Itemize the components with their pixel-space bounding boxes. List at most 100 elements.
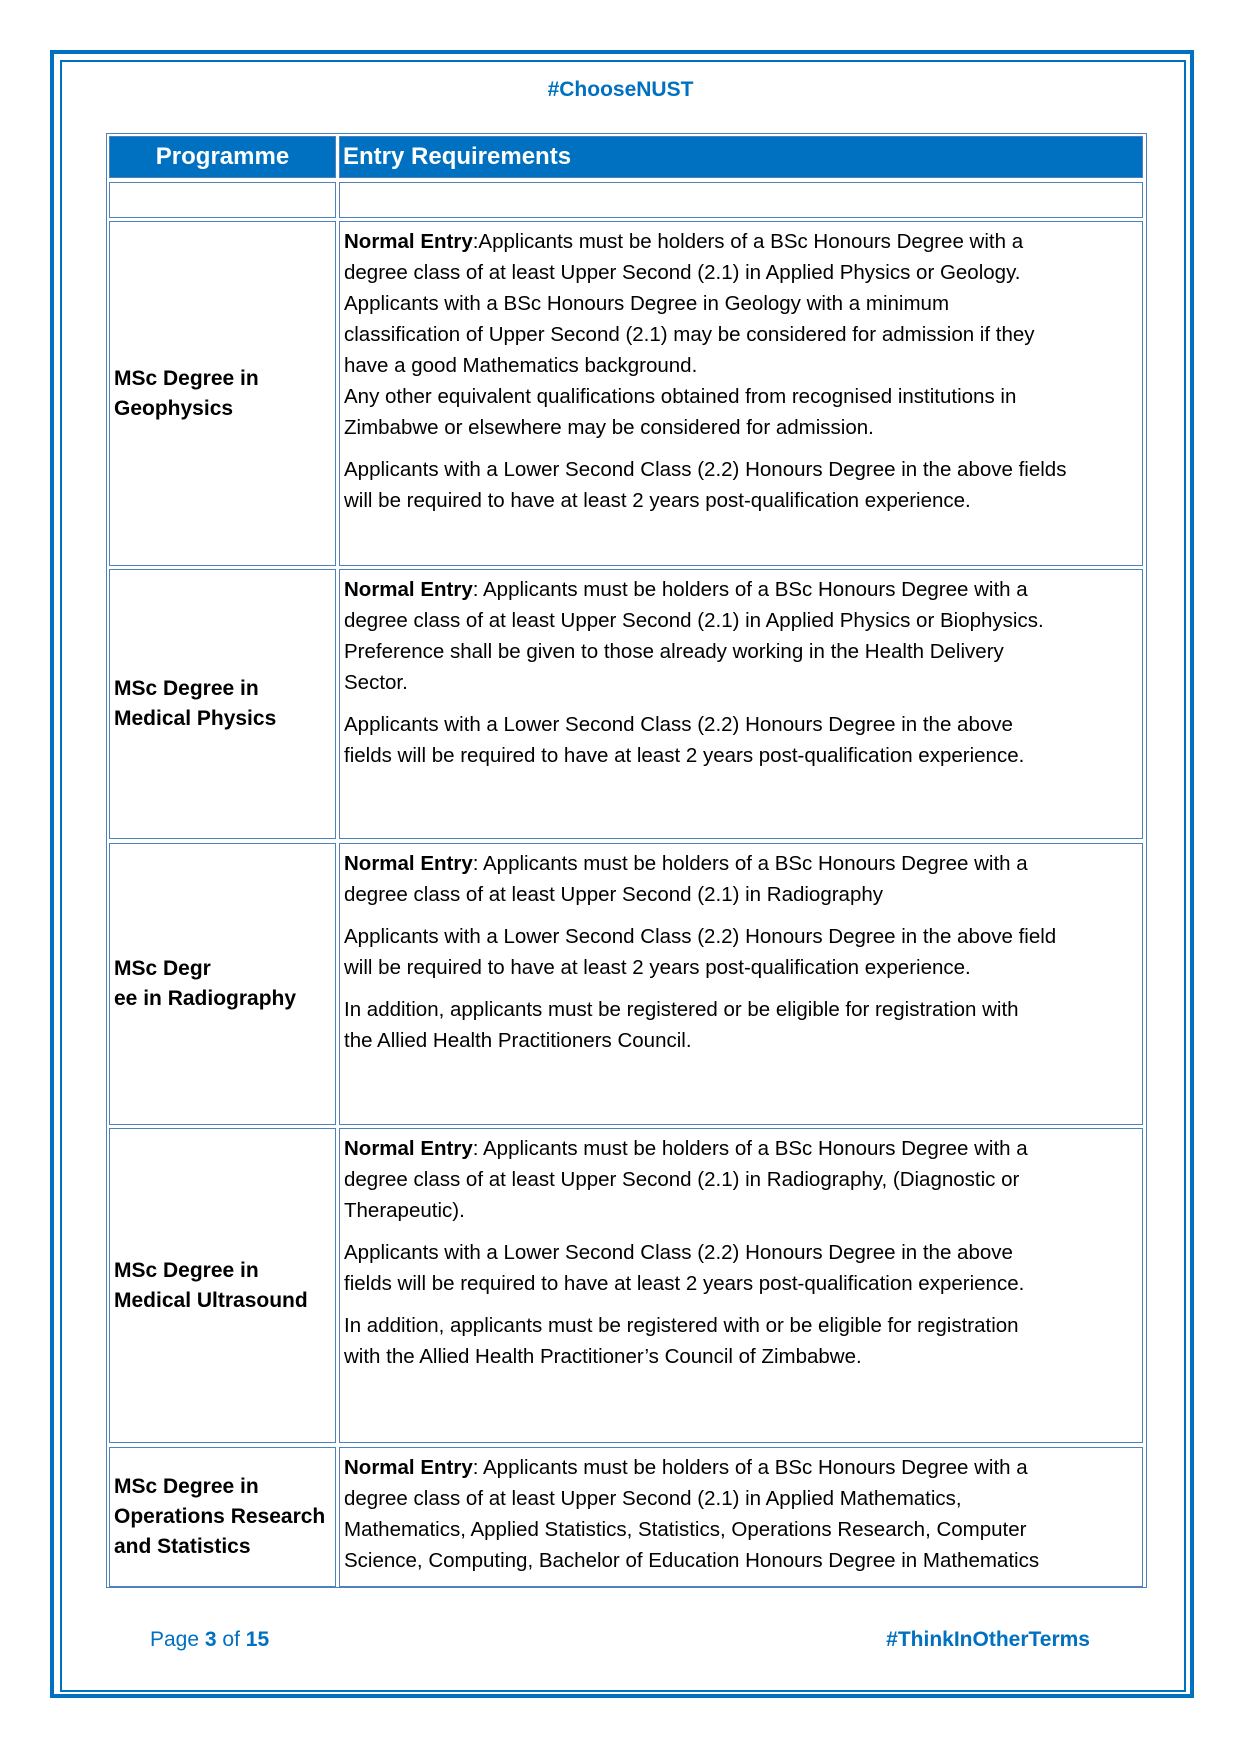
requirement-text: degree class of at least Upper Second (2… xyxy=(344,609,1044,632)
requirement-text: Applicants with a Lower Second Class (2.… xyxy=(344,925,1057,948)
requirement-text: : Applicants must be holders of a BSc Ho… xyxy=(472,578,1028,601)
requirement-paragraph: In addition, applicants must be register… xyxy=(344,1310,1142,1372)
requirement-line: fields will be required to have at least… xyxy=(344,1268,1024,1299)
requirement-text: : Applicants must be holders of a BSc Ho… xyxy=(472,1456,1028,1479)
normal-entry-label: Normal Entry xyxy=(344,578,473,601)
requirement-text: Zimbabwe or elsewhere may be considered … xyxy=(344,416,874,439)
requirement-text: Applicants with a Lower Second Class (2.… xyxy=(344,1241,1013,1264)
page-number: Page 3 of 15 xyxy=(150,1628,269,1652)
requirement-paragraph: Normal Entry:Applicants must be holders … xyxy=(344,226,1142,443)
programme-name-line: and Statistics xyxy=(114,1535,251,1558)
requirement-line: Sector. xyxy=(344,667,408,698)
requirements-table: Programme Entry Requirements MSc Degree … xyxy=(106,133,1147,1588)
requirement-line: Applicants with a Lower Second Class (2.… xyxy=(344,921,1056,952)
programme-cell: MSc Degr ee in Radiography xyxy=(109,843,336,1125)
requirement-line: Mathematics, Applied Statistics, Statist… xyxy=(344,1514,1026,1545)
requirement-line: Normal Entry: Applicants must be holders… xyxy=(344,848,1028,879)
requirement-line: Science, Computing, Bachelor of Educatio… xyxy=(344,1545,1039,1576)
requirement-text: fields will be required to have at least… xyxy=(344,1272,1025,1295)
requirement-paragraph: Applicants with a Lower Second Class (2.… xyxy=(344,454,1142,516)
requirement-paragraph: In addition, applicants must be register… xyxy=(344,994,1142,1056)
requirement-paragraph: Applicants with a Lower Second Class (2.… xyxy=(344,1237,1142,1299)
normal-entry-label: Normal Entry xyxy=(344,852,473,875)
requirement-line: classification of Upper Second (2.1) may… xyxy=(344,319,1035,350)
programme-name-line: Geophysics xyxy=(114,396,234,420)
requirement-paragraph: Normal Entry: Applicants must be holders… xyxy=(344,848,1142,910)
requirement-line: Normal Entry: Applicants must be holders… xyxy=(344,1133,1028,1164)
requirement-text: Therapeutic). xyxy=(344,1199,465,1222)
header-hashtag: #ChooseNUST xyxy=(547,78,694,101)
requirement-line: have a good Mathematics background. xyxy=(344,350,697,381)
page-total: 15 xyxy=(245,1628,270,1651)
requirement-paragraph: Applicants with a Lower Second Class (2.… xyxy=(344,709,1142,771)
programme-name-line: Medical Ultrasound xyxy=(114,1288,308,1312)
programme-name-line: Medical Physics xyxy=(114,707,277,730)
programme-name-line: MSc Degree in xyxy=(114,1258,259,1282)
entry-requirements-cell: Normal Entry: Applicants must be holders… xyxy=(339,1128,1143,1443)
requirement-line: will be required to have at least 2 year… xyxy=(344,952,971,983)
requirement-text: :Applicants must be holders of a BSc Hon… xyxy=(472,230,1024,253)
programme-cell: MSc Degree in Geophysics xyxy=(109,221,336,566)
requirement-line: Normal Entry: Applicants must be holders… xyxy=(344,574,1028,605)
requirement-line: degree class of at least Upper Second (2… xyxy=(344,879,883,910)
column-header-entry-requirements: Entry Requirements xyxy=(339,136,1143,178)
normal-entry-label: Normal Entry xyxy=(344,230,473,253)
programme-name-line: Operations Research xyxy=(114,1505,326,1528)
requirement-text: Science, Computing, Bachelor of Educatio… xyxy=(344,1549,1040,1572)
requirement-text: Applicants with a BSc Honours Degree in … xyxy=(344,292,950,315)
requirement-text: degree class of at least Upper Second (2… xyxy=(344,883,884,906)
requirement-line: degree class of at least Upper Second (2… xyxy=(344,257,1021,288)
programme-name-line: ee in Radiography xyxy=(114,987,297,1010)
requirement-text: : Applicants must be holders of a BSc Ho… xyxy=(472,852,1028,875)
requirement-text: : Applicants must be holders of a BSc Ho… xyxy=(472,1137,1028,1160)
requirement-paragraph: Applicants with a Lower Second Class (2.… xyxy=(344,921,1142,983)
requirement-text: Mathematics, Applied Statistics, Statist… xyxy=(344,1518,1027,1541)
requirement-line: will be required to have at least 2 year… xyxy=(344,485,971,516)
requirement-line: Normal Entry:Applicants must be holders … xyxy=(344,226,1023,257)
requirement-text: fields will be required to have at least… xyxy=(344,744,1025,767)
entry-requirements-cell: Normal Entry: Applicants must be holders… xyxy=(339,569,1143,839)
requirement-text: Sector. xyxy=(344,671,408,694)
requirement-line: Preference shall be given to those alrea… xyxy=(344,636,1004,667)
requirement-text: have a good Mathematics background. xyxy=(344,354,698,377)
column-header-programme: Programme xyxy=(109,136,336,178)
requirement-text: degree class of at least Upper Second (2… xyxy=(344,1487,962,1510)
requirement-paragraph: Normal Entry: Applicants must be holders… xyxy=(344,1452,1142,1576)
requirement-paragraph: Normal Entry: Applicants must be holders… xyxy=(344,574,1142,698)
entry-requirements-cell: Normal Entry: Applicants must be holders… xyxy=(339,1447,1143,1587)
requirement-line: degree class of at least Upper Second (2… xyxy=(344,1164,1019,1195)
page-border-outer xyxy=(50,50,1194,1698)
page-border-inner xyxy=(60,60,1186,1692)
requirement-line: the Allied Health Practitioners Council. xyxy=(344,1025,692,1056)
requirement-line: Applicants with a Lower Second Class (2.… xyxy=(344,454,1066,485)
requirement-text: classification of Upper Second (2.1) may… xyxy=(344,323,1035,346)
requirement-text: Applicants with a Lower Second Class (2.… xyxy=(344,458,1067,481)
footer-hashtag: #ThinkInOtherTerms xyxy=(886,1628,1090,1651)
requirement-text: degree class of at least Upper Second (2… xyxy=(344,261,1021,284)
page-current: 3 xyxy=(204,1628,217,1651)
programme-name-line: MSc Degree in xyxy=(114,1475,259,1498)
requirement-text: degree class of at least Upper Second (2… xyxy=(344,1168,1020,1191)
requirement-text: Preference shall be given to those alrea… xyxy=(344,640,1004,663)
requirement-text: Applicants with a Lower Second Class (2.… xyxy=(344,713,1013,736)
programme-cell: MSc Degree in Medical Physics xyxy=(109,569,336,839)
programme-name-line: MSc Degree in xyxy=(114,366,259,390)
requirement-text: Any other equivalent qualifications obta… xyxy=(344,385,1017,408)
programme-cell: MSc Degree in Operations Research and Stat… xyxy=(109,1447,336,1587)
requirement-text: will be required to have at least 2 year… xyxy=(344,489,971,512)
requirement-line: degree class of at least Upper Second (2… xyxy=(344,1483,962,1514)
requirement-text: will be required to have at least 2 year… xyxy=(344,956,971,979)
requirement-text: In addition, applicants must be register… xyxy=(344,998,1019,1021)
requirement-text: with the Allied Health Practitioner’s Co… xyxy=(344,1345,862,1368)
requirement-line: Normal Entry: Applicants must be holders… xyxy=(344,1452,1028,1483)
requirement-line: Applicants with a BSc Honours Degree in … xyxy=(344,288,949,319)
programme-name-line: MSc Degr xyxy=(114,957,211,980)
requirement-line: Applicants with a Lower Second Class (2.… xyxy=(344,1237,1013,1268)
page-of: of xyxy=(216,1628,246,1651)
page-prefix: Page xyxy=(150,1628,205,1651)
normal-entry-label: Normal Entry xyxy=(344,1137,473,1160)
empty-cell xyxy=(339,182,1143,218)
programme-cell: MSc Degree in Medical Ultrasound xyxy=(109,1128,336,1443)
requirement-text: the Allied Health Practitioners Council. xyxy=(344,1029,692,1052)
programme-name-line: MSc Degree in xyxy=(114,677,259,700)
